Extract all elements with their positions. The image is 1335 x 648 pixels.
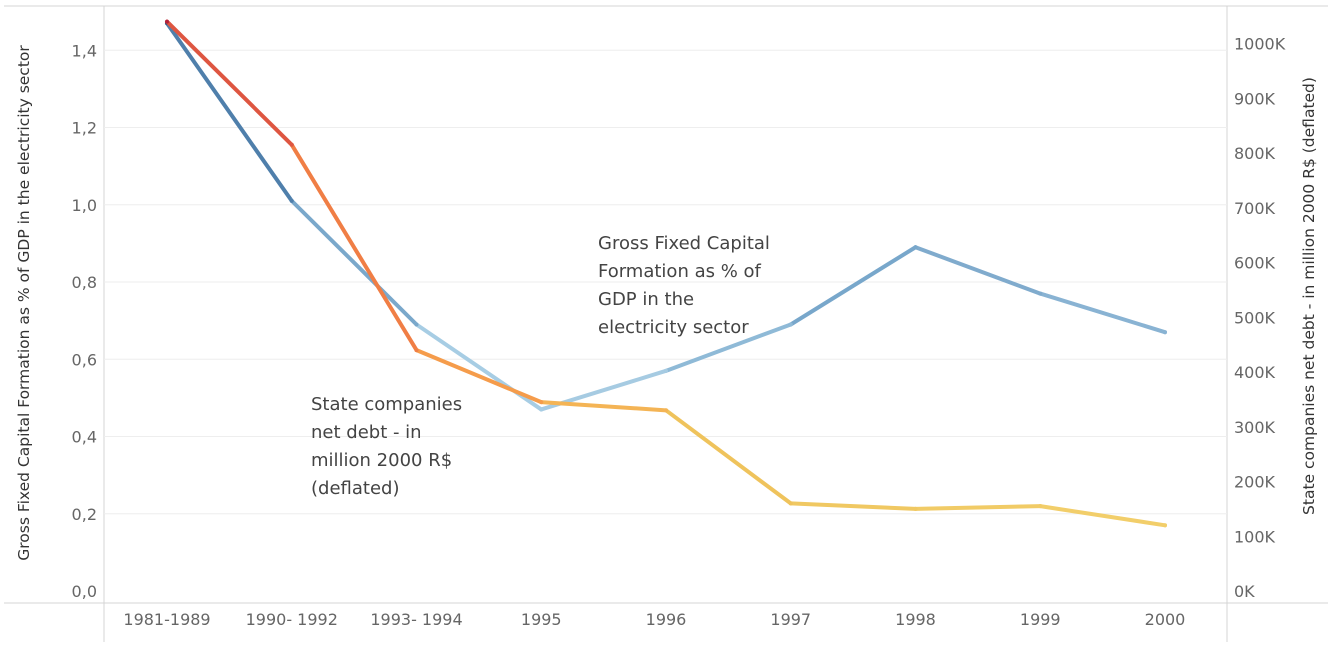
right-tick-label: 300K: [1234, 418, 1276, 437]
gridlines: [104, 49, 1227, 515]
right-tick-label: 500K: [1234, 308, 1276, 327]
data-point: [664, 408, 668, 413]
left-tick-label: 0,6: [72, 350, 97, 369]
right-tick-label: 700K: [1234, 199, 1276, 218]
data-point: [414, 348, 419, 353]
series-segment: [913, 245, 1043, 296]
annotation-gfcf-line: Formation as % of: [598, 261, 762, 282]
x-tick-label: 1993- 1994: [370, 610, 462, 629]
series-segment: [1038, 291, 1167, 335]
annotation-gfcf-line: electricity sector: [598, 317, 749, 338]
data-point: [289, 142, 294, 147]
series-segment: [414, 348, 544, 405]
annotation-gfcf: Gross Fixed Capital Formation as % of GD…: [598, 233, 776, 338]
right-tick-label: 800K: [1234, 144, 1276, 163]
series-segment: [289, 142, 419, 353]
series-segment: [664, 322, 793, 373]
plot-frame: [4, 5, 1328, 642]
data-point: [289, 198, 294, 203]
series-segment: [165, 21, 294, 203]
x-tick-label: 1999: [1020, 610, 1061, 629]
x-axis-ticks: 1981-1989 1990- 1992 1993- 1994 1995 1996 199…: [123, 610, 1185, 629]
annotation-gfcf-line: Gross Fixed Capital: [598, 233, 770, 254]
x-tick-label: 1998: [895, 610, 936, 629]
right-tick-label: 1000K: [1234, 35, 1286, 54]
series-segment: [913, 504, 1043, 511]
left-tick-label: 0,8: [72, 273, 97, 292]
left-tick-label: 0,2: [72, 505, 97, 524]
right-tick-label: 400K: [1234, 363, 1276, 382]
annotation-debt: State companies net debt - in million 20…: [311, 394, 468, 499]
annotation-debt-line: (deflated): [311, 478, 399, 499]
left-tick-label: 1,2: [72, 119, 97, 138]
right-axis-title: State companies net debt - in million 20…: [1300, 77, 1318, 515]
right-tick-label: 200K: [1234, 473, 1276, 492]
data-point: [539, 407, 544, 412]
annotation-debt-line: million 2000 R$: [311, 450, 452, 471]
data-point: [1038, 504, 1043, 509]
data-point: [1038, 291, 1043, 296]
left-tick-label: 0,0: [72, 582, 97, 601]
annotation-debt-line: net debt - in: [311, 422, 422, 443]
data-point: [165, 19, 169, 24]
series-line-1: [165, 21, 1167, 412]
x-tick-label: 1996: [646, 610, 687, 629]
data-point: [913, 506, 918, 511]
annotation-debt-line: State companies: [311, 394, 462, 415]
x-tick-label: 1995: [521, 610, 562, 629]
x-tick-label: 1981-1989: [123, 610, 210, 629]
series-segment: [788, 245, 918, 327]
series-segment: [664, 408, 793, 506]
right-tick-label: 600K: [1234, 254, 1276, 273]
data-point: [913, 245, 918, 250]
data-point: [414, 322, 419, 327]
series-segment: [289, 198, 419, 327]
x-tick-label: 1997: [770, 610, 811, 629]
series-segment: [165, 19, 294, 147]
series-segment: [1038, 504, 1167, 528]
annotation-gfcf-line: GDP in the: [598, 289, 694, 310]
data-point: [539, 400, 544, 405]
data-point: [788, 501, 793, 506]
left-tick-label: 1,4: [72, 41, 97, 60]
left-axis-ticks: 0,0 0,2 0,4 0,6 0,8 1,0 1,2 1,4: [72, 41, 97, 601]
x-tick-label: 2000: [1145, 610, 1186, 629]
series-line-2: [165, 19, 1167, 528]
data-point: [788, 322, 793, 327]
right-tick-label: 0K: [1234, 582, 1255, 601]
left-tick-label: 0,4: [72, 428, 97, 447]
data-point: [1163, 523, 1167, 528]
data-point: [1163, 330, 1167, 335]
series-segment: [539, 400, 668, 413]
series-segment: [788, 501, 918, 511]
left-tick-label: 1,0: [72, 196, 97, 215]
series-lines: [165, 19, 1167, 528]
left-axis-title: Gross Fixed Capital Formation as % of GD…: [15, 45, 33, 561]
right-tick-label: 900K: [1234, 89, 1276, 108]
right-tick-label: 100K: [1234, 527, 1276, 546]
data-point: [664, 368, 668, 373]
right-axis-ticks: 0K 100K 200K 300K 400K 500K 600K 700K 800K 900K 10…: [1234, 35, 1286, 602]
x-tick-label: 1990- 1992: [246, 610, 338, 629]
